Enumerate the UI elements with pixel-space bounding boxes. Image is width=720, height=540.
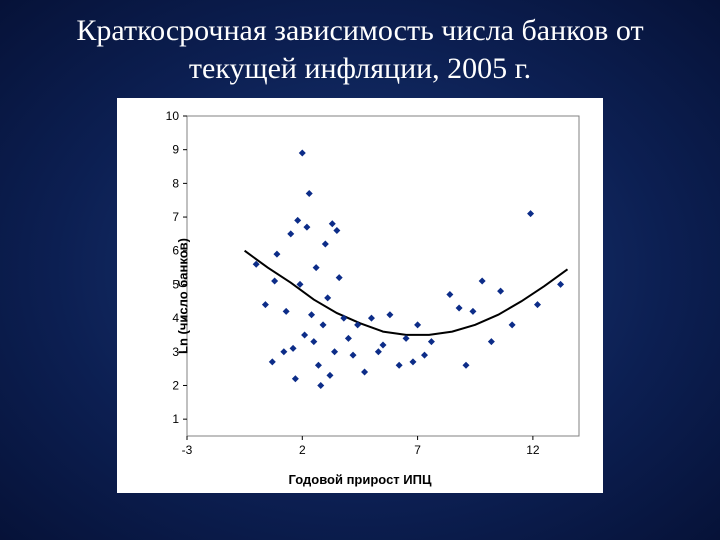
x-axis-label: Годовой прирост ИПЦ	[117, 472, 603, 487]
slide-title: Краткосрочная зависимость числа банков о…	[0, 0, 720, 87]
chart-container: Ln (число банков) 12345678910-32712 Годо…	[117, 98, 603, 493]
svg-text:7: 7	[172, 210, 179, 224]
svg-text:1: 1	[172, 412, 179, 426]
y-axis-label: Ln (число банков)	[175, 238, 190, 354]
svg-text:8: 8	[172, 176, 179, 190]
svg-text:10: 10	[166, 109, 180, 123]
svg-text:2: 2	[299, 443, 306, 457]
svg-text:9: 9	[172, 143, 179, 157]
svg-text:12: 12	[526, 443, 540, 457]
svg-text:-3: -3	[182, 443, 193, 457]
svg-text:2: 2	[172, 378, 179, 392]
svg-text:7: 7	[414, 443, 421, 457]
